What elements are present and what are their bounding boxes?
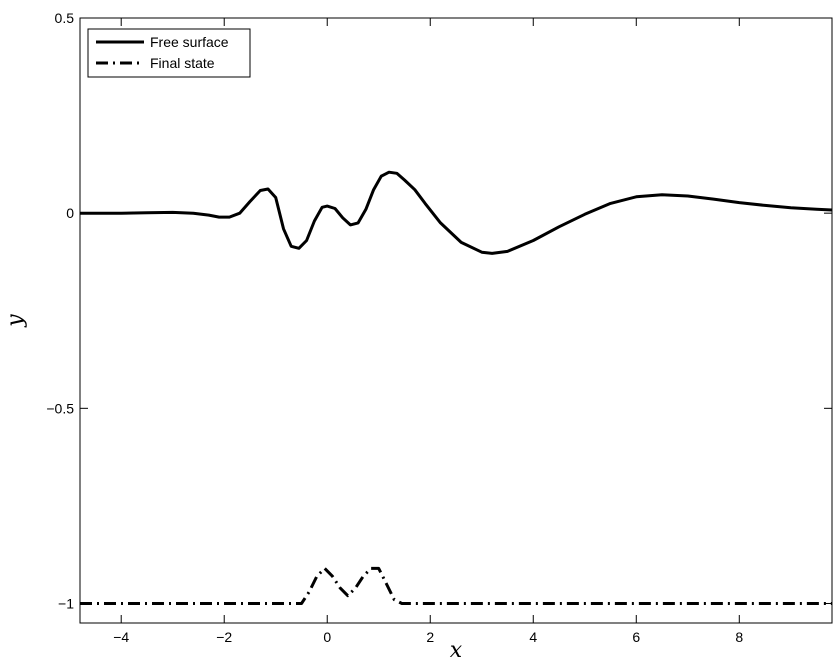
y-tick-labels: 0.5 0 −0.5 −1 — [46, 10, 74, 611]
y-axis-label: y — [3, 314, 28, 328]
x-tick-label: 0 — [323, 629, 331, 645]
x-tick-label: 2 — [426, 629, 434, 645]
y-tick-label: −1 — [58, 595, 74, 611]
x-tick-label: 8 — [735, 629, 743, 645]
plot-box — [79, 17, 833, 624]
y-tick-label: 0 — [66, 205, 74, 221]
series-lines — [80, 170, 833, 605]
y-tick-label: 0.5 — [55, 10, 75, 26]
x-tick-label: −4 — [113, 629, 129, 645]
y-tick-label: −0.5 — [46, 400, 74, 416]
x-tick-label: 6 — [632, 629, 640, 645]
x-axis-label: x — [450, 638, 463, 662]
x-tick-label: −2 — [216, 629, 232, 645]
x-tick-label: 4 — [529, 629, 537, 645]
plot-frame — [79, 17, 833, 624]
legend: Free surface Final state — [87, 28, 251, 78]
legend-label: Free surface — [150, 34, 229, 50]
x-tick-labels: −4 −2 0 2 4 6 8 — [113, 629, 743, 645]
series-line-final-state — [80, 566, 832, 605]
series-line-free-surface — [80, 170, 833, 255]
legend-label: Final state — [150, 55, 215, 71]
legend-box — [87, 28, 251, 78]
